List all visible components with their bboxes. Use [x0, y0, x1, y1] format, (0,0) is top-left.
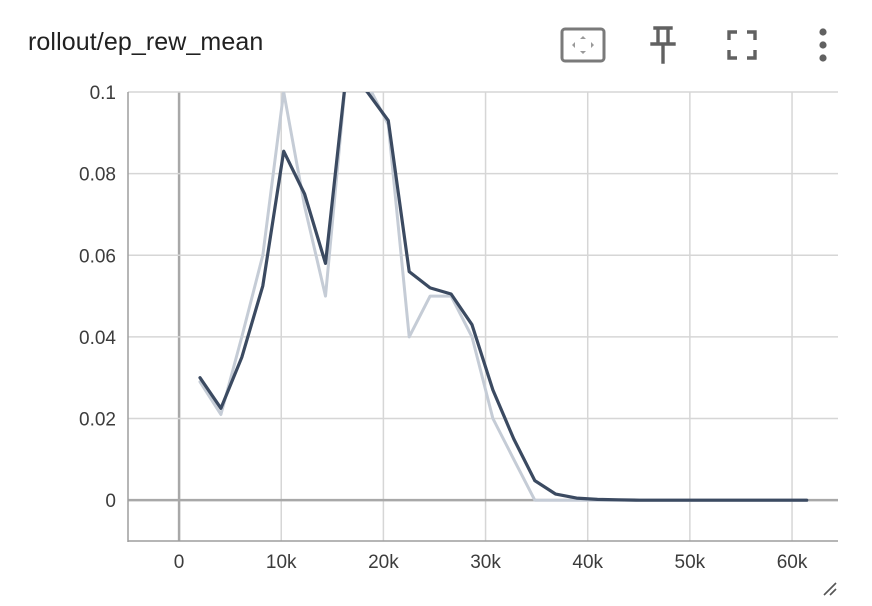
x-tick-label: 0: [174, 552, 185, 573]
x-tick-label: 30k: [470, 552, 501, 573]
y-tick-label: 0.04: [79, 328, 116, 349]
fullscreen-icon: [727, 30, 757, 60]
axis-frame: [127, 92, 838, 542]
pin-button[interactable]: [640, 22, 686, 68]
resize-icon: [823, 582, 837, 596]
fit-domain-button[interactable]: [560, 22, 606, 68]
series-layer: [198, 92, 809, 502]
raw-series-line: [198, 92, 809, 502]
y-tick-label: 0.1: [90, 83, 116, 104]
y-tick-label: 0: [105, 491, 116, 512]
tick-labels: 0 10k 20k 30k 40k 50k 60k 0 0.02 0.04 0.06 0.08 0.1: [79, 83, 808, 573]
x-tick-label: 50k: [675, 552, 706, 573]
x-tick-label: 40k: [572, 552, 603, 573]
chart-title: rollout/ep_rew_mean: [28, 28, 264, 56]
y-tick-label: 0.06: [79, 246, 116, 267]
y-tick-label: 0.02: [79, 410, 116, 431]
fit-domain-icon: [560, 27, 606, 63]
y-tick-label: 0.08: [79, 165, 116, 186]
x-tick-label: 20k: [368, 552, 399, 573]
pin-icon: [650, 26, 676, 64]
more-options-button[interactable]: [800, 22, 846, 68]
more-vert-icon: [819, 28, 827, 62]
resize-handle[interactable]: [822, 581, 838, 602]
smoothed-series-line: [198, 92, 809, 502]
fullscreen-button[interactable]: [719, 22, 765, 68]
grid-lines: [128, 91, 838, 541]
x-tick-label: 60k: [777, 552, 808, 573]
x-tick-label: 10k: [266, 552, 297, 573]
